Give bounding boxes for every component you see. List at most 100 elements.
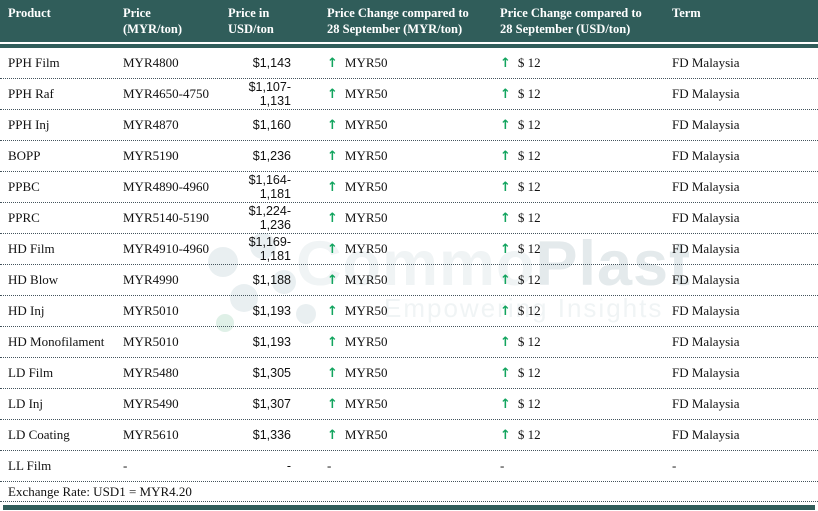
change-usd-cell: ↑ $ 12 bbox=[495, 54, 670, 72]
up-arrow-icon: ↑ bbox=[327, 87, 338, 102]
price-myr-cell: MYR5010 bbox=[123, 334, 179, 349]
table-row: LD Inj MYR5490 $1,307 ↑ MYR50 ↑ $ 12 FD Malaysi… bbox=[0, 389, 818, 420]
change-value: $ 12 bbox=[517, 396, 541, 412]
up-arrow-icon: ↑ bbox=[500, 304, 511, 319]
term-cell: FD Malaysia bbox=[672, 272, 740, 287]
up-arrow-icon: ↑ bbox=[327, 428, 338, 443]
change-value: $ 12 bbox=[517, 179, 541, 195]
product-cell: HD Film bbox=[8, 241, 55, 256]
change-usd-cell: ↑ $ 12 bbox=[495, 240, 670, 258]
header-separator-gap bbox=[0, 42, 818, 44]
change-value: MYR50 bbox=[344, 55, 388, 71]
up-arrow-icon: ↑ bbox=[500, 428, 511, 443]
table-row: LD Coating MYR5610 $1,336 ↑ MYR50 ↑ $ 12 FD Mal… bbox=[0, 420, 818, 451]
up-arrow-icon: ↑ bbox=[500, 366, 511, 381]
change-myr-cell: ↑ MYR50 bbox=[320, 395, 495, 413]
up-arrow-icon: ↑ bbox=[500, 87, 511, 102]
product-cell: LL Film bbox=[8, 458, 52, 473]
table-row: LL Film - - - - - bbox=[0, 451, 818, 482]
change-myr-cell: ↑ MYR50 bbox=[320, 426, 495, 444]
column-header-line: Price bbox=[123, 6, 151, 20]
price-myr-cell: MYR4650-4750 bbox=[123, 86, 209, 101]
change-value: MYR50 bbox=[344, 272, 388, 288]
up-arrow-icon: ↑ bbox=[327, 242, 338, 257]
change-myr-cell: ↑ MYR50 bbox=[320, 333, 495, 351]
up-arrow-icon: ↑ bbox=[500, 56, 511, 71]
term-cell: FD Malaysia bbox=[672, 210, 740, 225]
change-myr-cell: - bbox=[320, 457, 495, 474]
up-arrow-icon: ↑ bbox=[500, 335, 511, 350]
up-arrow-icon: ↑ bbox=[500, 242, 511, 257]
change-usd-cell: ↑ $ 12 bbox=[495, 209, 670, 227]
change-value: MYR50 bbox=[344, 334, 388, 350]
price-myr-cell: MYR5190 bbox=[123, 148, 179, 163]
change-value: MYR50 bbox=[344, 365, 388, 381]
up-arrow-icon: ↑ bbox=[327, 273, 338, 288]
up-arrow-icon: ↑ bbox=[327, 366, 338, 381]
product-cell: PPBC bbox=[8, 179, 40, 194]
change-myr-cell: ↑ MYR50 bbox=[320, 240, 495, 258]
column-header-change-usd: Price Change compared to 28 September (U… bbox=[495, 0, 670, 37]
change-usd-cell: ↑ $ 12 bbox=[495, 302, 670, 320]
column-header-line: (MYR/ton) bbox=[123, 21, 183, 36]
change-value: MYR50 bbox=[344, 241, 388, 257]
up-arrow-icon: ↑ bbox=[500, 397, 511, 412]
column-header-change-myr: Price Change compared to 28 September (M… bbox=[320, 0, 495, 37]
price-myr-cell: MYR5140-5190 bbox=[123, 210, 209, 225]
up-arrow-icon: ↑ bbox=[327, 149, 338, 164]
change-myr-cell: ↑ MYR50 bbox=[320, 85, 495, 103]
up-arrow-icon: ↑ bbox=[500, 180, 511, 195]
term-cell: FD Malaysia bbox=[672, 396, 740, 411]
bottom-bar bbox=[3, 505, 815, 510]
term-cell: FD Malaysia bbox=[672, 427, 740, 442]
change-usd-cell: ↑ $ 12 bbox=[495, 395, 670, 413]
column-header-price-usd: Price in USD/ton bbox=[220, 0, 320, 37]
price-myr-cell: MYR4870 bbox=[123, 117, 179, 132]
column-header-line: Price Change compared to bbox=[327, 6, 469, 20]
change-value: MYR50 bbox=[344, 396, 388, 412]
up-arrow-icon: ↑ bbox=[500, 273, 511, 288]
change-value: MYR50 bbox=[344, 427, 388, 443]
table-header: Product Price (MYR/ton) Price in USD/ton… bbox=[0, 0, 818, 42]
price-usd-cell: $1,236 bbox=[252, 149, 291, 163]
up-arrow-icon: ↑ bbox=[500, 149, 511, 164]
price-myr-cell: MYR5480 bbox=[123, 365, 179, 380]
term-cell: FD Malaysia bbox=[672, 241, 740, 256]
term-cell: FD Malaysia bbox=[672, 334, 740, 349]
term-cell: - bbox=[672, 458, 677, 473]
change-myr-cell: ↑ MYR50 bbox=[320, 178, 495, 196]
up-arrow-icon: ↑ bbox=[327, 397, 338, 412]
change-myr-cell: ↑ MYR50 bbox=[320, 147, 495, 165]
change-usd-cell: - bbox=[495, 457, 670, 474]
change-value: - bbox=[500, 458, 505, 474]
term-cell: FD Malaysia bbox=[672, 179, 740, 194]
column-header-line: Price Change compared to bbox=[500, 6, 642, 20]
table-row: PPH Raf MYR4650-4750 $1,107-1,131 ↑ MYR50 ↑ $ … bbox=[0, 79, 818, 110]
table-row: HD Inj MYR5010 $1,193 ↑ MYR50 ↑ $ 12 FD Malaysi… bbox=[0, 296, 818, 327]
column-header-term: Term bbox=[670, 0, 818, 22]
price-usd-cell: $1,305 bbox=[252, 366, 291, 380]
up-arrow-icon: ↑ bbox=[327, 304, 338, 319]
price-myr-cell: MYR5010 bbox=[123, 303, 179, 318]
change-value: $ 12 bbox=[517, 272, 541, 288]
product-cell: HD Blow bbox=[8, 272, 59, 287]
change-value: $ 12 bbox=[517, 365, 541, 381]
change-value: $ 12 bbox=[517, 241, 541, 257]
change-myr-cell: ↑ MYR50 bbox=[320, 271, 495, 289]
price-usd-cell: - bbox=[286, 459, 291, 473]
change-usd-cell: ↑ $ 12 bbox=[495, 178, 670, 196]
column-header-line: 28 September (MYR/ton) bbox=[327, 21, 463, 36]
change-value: MYR50 bbox=[344, 148, 388, 164]
price-myr-cell: MYR4800 bbox=[123, 55, 179, 70]
table-row: HD Blow MYR4990 $1,188 ↑ MYR50 ↑ $ 12 FD Malays… bbox=[0, 265, 818, 296]
term-cell: FD Malaysia bbox=[672, 303, 740, 318]
table-body: PPH Film MYR4800 $1,143 ↑ MYR50 ↑ $ 12 FD Malay… bbox=[0, 48, 818, 482]
up-arrow-icon: ↑ bbox=[327, 118, 338, 133]
change-value: $ 12 bbox=[517, 86, 541, 102]
price-myr-cell: MYR5610 bbox=[123, 427, 179, 442]
change-value: - bbox=[327, 458, 332, 474]
change-usd-cell: ↑ $ 12 bbox=[495, 426, 670, 444]
table-row: PPBC MYR4890-4960 $1,164-1,181 ↑ MYR50 ↑ $ 12 F… bbox=[0, 172, 818, 203]
table-row: HD Monofilament MYR5010 $1,193 ↑ MYR50 ↑ $ 12 F… bbox=[0, 327, 818, 358]
